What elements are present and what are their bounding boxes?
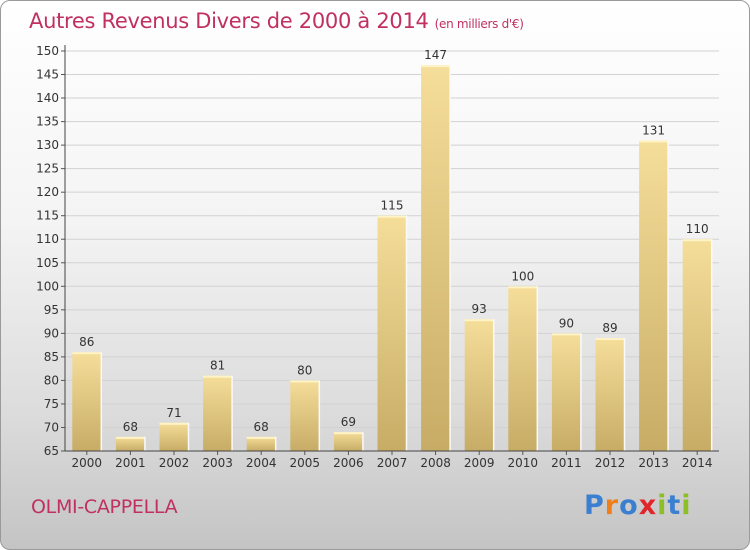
y-tick-label: 145	[36, 68, 59, 82]
logo-letter: P	[584, 490, 605, 521]
bar	[333, 432, 363, 451]
bar-top-highlight	[639, 140, 669, 143]
bar	[639, 140, 669, 452]
bar-value-label: 71	[166, 406, 181, 420]
bar-value-label: 131	[642, 123, 665, 137]
y-tick-label: 105	[36, 256, 59, 270]
chart-title-text: Autres Revenus Divers de 2000 à 2014	[29, 9, 429, 33]
x-tick-label: 2011	[551, 456, 582, 470]
bar-top-highlight	[595, 338, 625, 341]
x-tick-label: 2014	[682, 456, 713, 470]
bar-value-label: 110	[686, 222, 709, 236]
chart-title: Autres Revenus Divers de 2000 à 2014 (en …	[29, 9, 524, 33]
y-tick-label: 115	[36, 209, 59, 223]
bar-top-highlight	[377, 215, 407, 218]
y-tick-label: 125	[36, 162, 59, 176]
chart-subtitle: (en milliers d'€)	[434, 17, 524, 31]
bar-top-highlight	[551, 333, 581, 336]
y-tick-label: 75	[44, 397, 59, 411]
bar-value-label: 80	[297, 363, 312, 377]
axis-layer: 65 70 75 80 85 90 95 100 105 110 115 120 125 130 135 14…	[36, 44, 719, 470]
bar	[203, 375, 233, 451]
bar-top-highlight	[246, 436, 276, 439]
y-tick-label: 110	[36, 232, 59, 246]
bar	[464, 319, 494, 451]
x-tick-label: 2006	[333, 456, 364, 470]
bar	[72, 352, 102, 451]
bar-value-label: 68	[123, 420, 138, 434]
x-tick-label: 2007	[377, 456, 408, 470]
y-tick-label: 130	[36, 138, 59, 152]
bar	[508, 286, 538, 451]
x-tick-label: 2004	[246, 456, 277, 470]
y-tick-label: 120	[36, 185, 59, 199]
y-tick-label: 150	[36, 44, 59, 58]
bar-value-label: 115	[381, 199, 404, 213]
bar-top-highlight	[464, 319, 494, 322]
bar	[682, 239, 712, 451]
bar-top-highlight	[290, 380, 320, 383]
bar-value-label: 69	[341, 415, 356, 429]
x-tick-label: 2005	[290, 456, 321, 470]
bar-top-highlight	[333, 432, 363, 435]
bar	[159, 422, 189, 451]
y-tick-label: 95	[44, 303, 59, 317]
x-tick-label: 2001	[115, 456, 146, 470]
x-tick-label: 2010	[508, 456, 539, 470]
bar-value-label: 100	[511, 269, 534, 283]
logo-letter: x	[638, 490, 658, 521]
bar-top-highlight	[508, 286, 538, 289]
bar	[246, 436, 276, 451]
logo-letter: r	[604, 490, 620, 521]
y-tick-label: 140	[36, 91, 59, 105]
city-name: OLMI-CAPPELLA	[31, 496, 178, 518]
bar-value-label: 90	[559, 316, 574, 330]
y-tick-label: 85	[44, 350, 59, 364]
x-tick-label: 2000	[72, 456, 103, 470]
bar-top-highlight	[72, 352, 102, 355]
bar-value-label: 86	[79, 335, 94, 349]
bar-value-label: 89	[602, 321, 617, 335]
bar-value-label: 81	[210, 359, 225, 373]
y-tick-label: 65	[44, 444, 59, 458]
bar-value-label: 93	[472, 302, 487, 316]
logo-letter: i	[657, 490, 668, 521]
y-tick-label: 135	[36, 115, 59, 129]
x-tick-label: 2012	[595, 456, 626, 470]
bar-top-highlight	[421, 65, 451, 68]
logo-letter: i	[681, 490, 692, 521]
y-tick-label: 90	[44, 326, 59, 340]
bar	[290, 380, 320, 451]
proxiti-logo: Proxiti	[584, 490, 692, 521]
x-tick-label: 2013	[638, 456, 669, 470]
x-tick-label: 2008	[420, 456, 451, 470]
bar	[115, 436, 145, 451]
bar-top-highlight	[159, 422, 189, 425]
bar	[595, 338, 625, 451]
bar	[377, 215, 407, 451]
bar	[421, 65, 451, 451]
bars-layer: 86 68 71 81 68 80 69 115 147 93 100 90 89 131 110	[72, 48, 713, 452]
bar	[551, 333, 581, 451]
logo-letter: o	[619, 490, 639, 521]
logo-letter: t	[667, 490, 682, 521]
bar-top-highlight	[203, 375, 233, 378]
x-tick-label: 2009	[464, 456, 495, 470]
y-tick-label: 80	[44, 373, 59, 387]
x-tick-label: 2002	[159, 456, 190, 470]
bar-top-highlight	[115, 436, 145, 439]
y-tick-label: 100	[36, 279, 59, 293]
bar-top-highlight	[682, 239, 712, 242]
y-tick-label: 70	[44, 420, 59, 434]
bar-value-label: 68	[254, 420, 269, 434]
bar-value-label: 147	[424, 48, 447, 62]
x-tick-label: 2003	[202, 456, 233, 470]
